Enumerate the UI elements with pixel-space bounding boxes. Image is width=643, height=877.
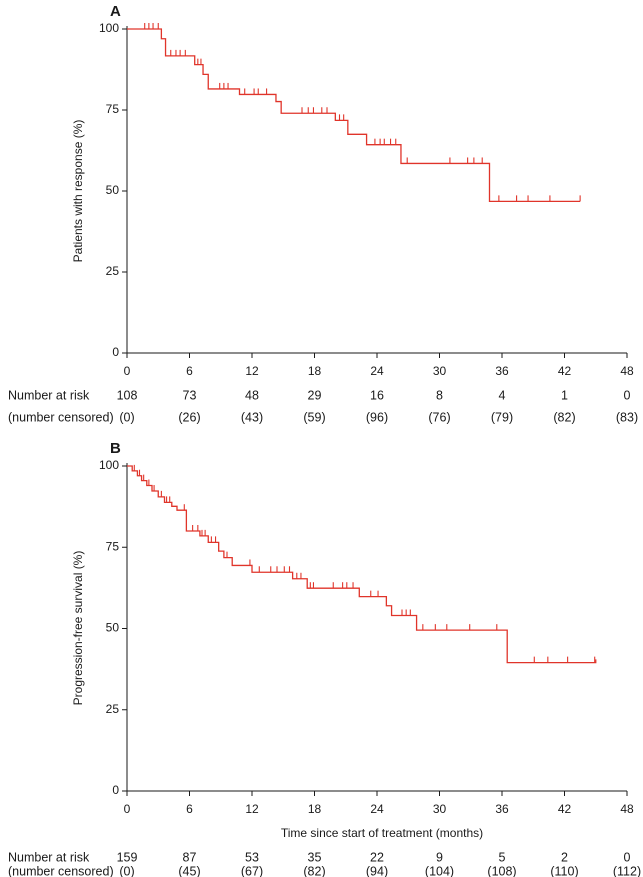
- x-tick-label: 12: [245, 802, 259, 816]
- x-tick-label: 6: [186, 364, 193, 378]
- risk-at-risk-value: 159: [117, 850, 138, 864]
- risk-censored-value: (59): [303, 410, 325, 424]
- risk-censored-value: (79): [491, 410, 513, 424]
- x-tick-label: 12: [245, 364, 259, 378]
- y-tick-label: 100: [99, 458, 119, 472]
- risk-at-risk-value: 73: [183, 388, 197, 402]
- x-tick-label: 48: [620, 802, 634, 816]
- risk-censored-value: (0): [119, 410, 134, 424]
- x-tick-label: 42: [558, 802, 572, 816]
- risk-at-risk-value: 0: [624, 388, 631, 402]
- risk-at-risk-value: 22: [370, 850, 384, 864]
- risk-censored-value: (0): [119, 864, 134, 877]
- risk-at-risk-value: 87: [183, 850, 197, 864]
- risk-at-risk-value: 0: [624, 850, 631, 864]
- risk-censored-value: (45): [178, 864, 200, 877]
- risk-censored-value: (96): [366, 410, 388, 424]
- risk-at-risk-value: 35: [308, 850, 322, 864]
- y-tick-label: 50: [106, 621, 120, 635]
- x-tick-label: 0: [124, 364, 131, 378]
- panel-label: B: [110, 440, 121, 457]
- risk-at-risk-value: 2: [561, 850, 568, 864]
- risk-at-risk-value: 1: [561, 388, 568, 402]
- risk-at-risk-value: 5: [499, 850, 506, 864]
- risk-at-risk-value: 108: [117, 388, 138, 402]
- risk-at-risk-value: 16: [370, 388, 384, 402]
- risk-row-label-number-at-risk: Number at risk: [8, 388, 90, 402]
- risk-censored-value: (82): [303, 864, 325, 877]
- y-tick-label: 0: [112, 345, 119, 359]
- risk-censored-value: (26): [178, 410, 200, 424]
- risk-censored-value: (83): [616, 410, 638, 424]
- risk-censored-value: (104): [425, 864, 454, 877]
- y-tick-label: 50: [106, 183, 120, 197]
- x-tick-label: 30: [433, 802, 447, 816]
- x-tick-label: 24: [370, 364, 384, 378]
- y-tick-label: 75: [106, 539, 120, 553]
- x-tick-label: 36: [495, 802, 509, 816]
- risk-at-risk-value: 9: [436, 850, 443, 864]
- survival-curve-line: [127, 28, 581, 203]
- y-tick-label: 25: [106, 702, 120, 716]
- risk-at-risk-value: 53: [245, 850, 259, 864]
- y-tick-label: 75: [106, 102, 120, 116]
- risk-censored-value: (43): [241, 410, 263, 424]
- x-tick-label: 18: [308, 364, 322, 378]
- risk-censored-value: (108): [487, 864, 516, 877]
- y-axis-title: Progression-free survival (%): [71, 551, 85, 706]
- y-tick-label: 100: [99, 21, 119, 35]
- risk-at-risk-value: 4: [499, 388, 506, 402]
- risk-censored-value: (67): [241, 864, 263, 877]
- x-tick-label: 18: [308, 802, 322, 816]
- risk-at-risk-value: 8: [436, 388, 443, 402]
- x-tick-label: 36: [495, 364, 509, 378]
- risk-censored-value: (82): [553, 410, 575, 424]
- survival-curve-line: [127, 465, 597, 664]
- risk-row-label-number-censored: (number censored): [8, 410, 114, 424]
- risk-row-label-number-at-risk: Number at risk: [8, 850, 90, 864]
- y-axis-title: Patients with response (%): [71, 120, 85, 263]
- risk-censored-value: (76): [428, 410, 450, 424]
- panel-label: A: [110, 3, 121, 20]
- x-tick-label: 0: [124, 802, 131, 816]
- x-tick-label: 6: [186, 802, 193, 816]
- y-tick-label: 25: [106, 264, 120, 278]
- risk-row-label-number-censored: (number censored): [8, 864, 114, 877]
- y-tick-label: 0: [112, 783, 119, 797]
- x-tick-label: 30: [433, 364, 447, 378]
- risk-censored-value: (112): [613, 864, 641, 877]
- risk-censored-value: (94): [366, 864, 388, 877]
- x-tick-label: 24: [370, 802, 384, 816]
- x-tick-label: 48: [620, 364, 634, 378]
- x-axis-title: Time since start of treatment (months): [281, 826, 483, 840]
- x-tick-label: 42: [558, 364, 572, 378]
- risk-at-risk-value: 48: [245, 388, 259, 402]
- risk-at-risk-value: 29: [308, 388, 322, 402]
- risk-censored-value: (110): [550, 864, 578, 877]
